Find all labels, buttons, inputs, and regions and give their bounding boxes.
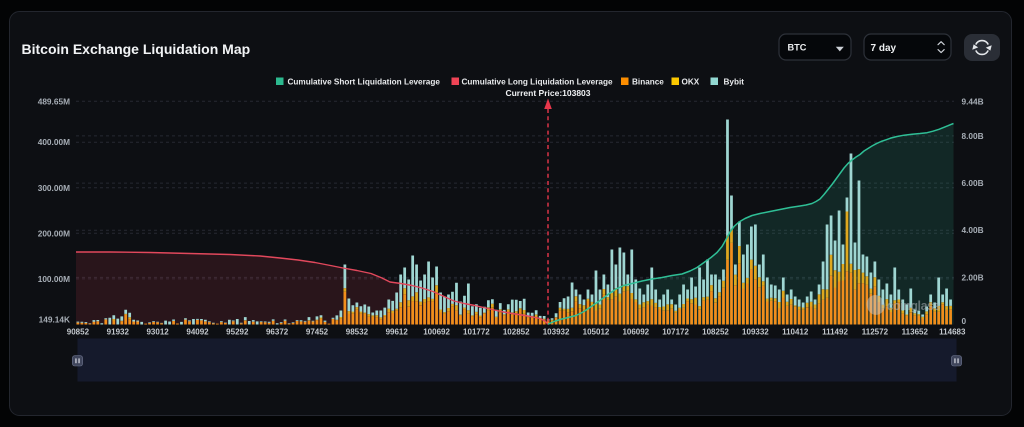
svg-text:Bybit: Bybit	[724, 77, 745, 86]
svg-text:200.00M: 200.00M	[38, 228, 70, 238]
svg-text:400.00M: 400.00M	[38, 137, 70, 147]
svg-text:94092: 94092	[186, 328, 209, 337]
svg-text:OKX: OKX	[682, 77, 700, 86]
svg-text:114683: 114683	[939, 328, 966, 337]
svg-text:Bitcoin Exchange Liquidation M: Bitcoin Exchange Liquidation Map	[22, 41, 251, 57]
svg-text:109332: 109332	[742, 328, 769, 337]
svg-text:2.00B: 2.00B	[962, 272, 984, 282]
svg-text:100692: 100692	[423, 328, 450, 337]
svg-text:Cumulative Short Liquidation L: Cumulative Short Liquidation Leverage	[288, 77, 441, 86]
svg-text:101772: 101772	[463, 328, 490, 337]
svg-text:90852: 90852	[67, 328, 90, 337]
svg-text:96372: 96372	[266, 328, 289, 337]
svg-text:105012: 105012	[583, 328, 610, 337]
svg-text:91932: 91932	[107, 328, 130, 337]
svg-text:149.14K: 149.14K	[39, 314, 70, 324]
svg-text:97452: 97452	[306, 328, 329, 337]
svg-text:100.00M: 100.00M	[38, 274, 70, 284]
svg-text:BTC: BTC	[788, 43, 807, 53]
svg-text:9.44B: 9.44B	[962, 96, 984, 106]
svg-text:Binance: Binance	[632, 77, 664, 86]
svg-text:107172: 107172	[662, 328, 689, 337]
svg-text:4.00B: 4.00B	[962, 225, 984, 235]
svg-text:0: 0	[962, 316, 967, 326]
svg-text:489.65M: 489.65M	[38, 96, 70, 106]
svg-text:6.00B: 6.00B	[962, 178, 984, 188]
svg-text:110412: 110412	[782, 328, 809, 337]
svg-text:103932: 103932	[543, 328, 570, 337]
svg-text:Current Price:103803: Current Price:103803	[505, 88, 590, 98]
svg-text:112572: 112572	[862, 328, 889, 337]
svg-text:7 day: 7 day	[871, 43, 897, 54]
svg-text:98532: 98532	[346, 328, 369, 337]
svg-text:108252: 108252	[702, 328, 729, 337]
svg-text:102852: 102852	[503, 328, 530, 337]
svg-text:Cumulative Long Liquidation Le: Cumulative Long Liquidation Leverage	[462, 77, 613, 86]
svg-text:95292: 95292	[226, 328, 249, 337]
svg-text:coinglass: coinglass	[887, 299, 941, 313]
svg-text:300.00M: 300.00M	[38, 183, 70, 193]
svg-text:8.00B: 8.00B	[962, 131, 984, 141]
svg-text:111492: 111492	[822, 328, 848, 337]
svg-text:106092: 106092	[622, 328, 649, 337]
svg-text:93012: 93012	[146, 328, 169, 337]
svg-text:113652: 113652	[902, 328, 929, 337]
svg-text:99612: 99612	[386, 328, 409, 337]
